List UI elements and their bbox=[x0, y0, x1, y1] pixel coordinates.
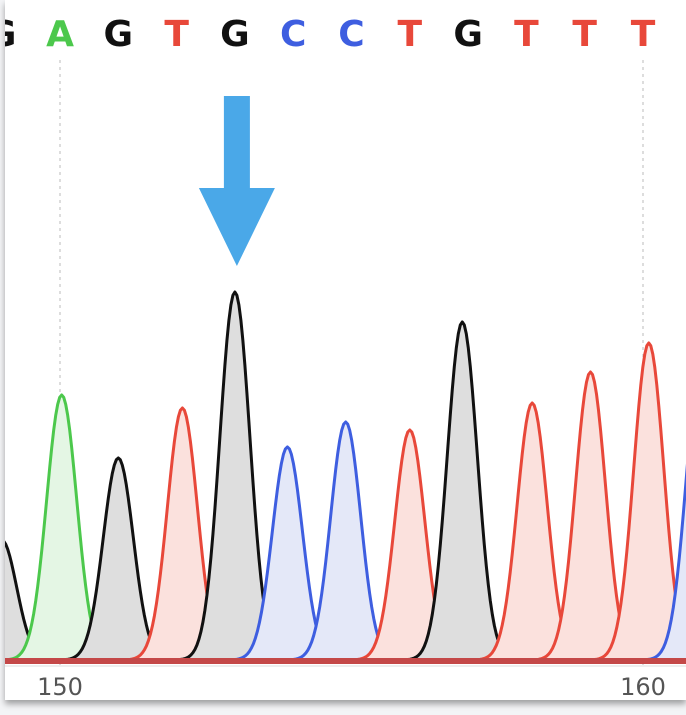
base-call-151: G bbox=[104, 14, 134, 55]
base-call-159: T bbox=[572, 14, 597, 55]
x-tick-label-160: 160 bbox=[620, 673, 666, 700]
base-call-160: T bbox=[631, 14, 656, 55]
x-tick-label-150: 150 bbox=[37, 673, 83, 700]
base-call-157: G bbox=[453, 14, 483, 55]
base-call-156: T bbox=[398, 14, 423, 55]
base-call-155: C bbox=[338, 14, 364, 55]
chromatogram-panel: 150160GAGTGCCTGTTTC bbox=[5, 0, 686, 700]
base-call-153: G bbox=[220, 14, 250, 55]
peak-C-12 bbox=[639, 463, 686, 662]
arrow-annotation-icon bbox=[198, 96, 275, 266]
base-call-154: C bbox=[280, 14, 306, 55]
baseline bbox=[5, 658, 686, 664]
peak-T-11 bbox=[587, 341, 686, 662]
base-call-149: G bbox=[5, 14, 16, 55]
base-call-150: A bbox=[46, 14, 74, 55]
axis-area bbox=[5, 666, 686, 700]
chromatogram-chart: 150160GAGTGCCTGTTTC bbox=[5, 14, 686, 700]
base-call-158: T bbox=[514, 14, 539, 55]
base-call-152: T bbox=[164, 14, 189, 55]
